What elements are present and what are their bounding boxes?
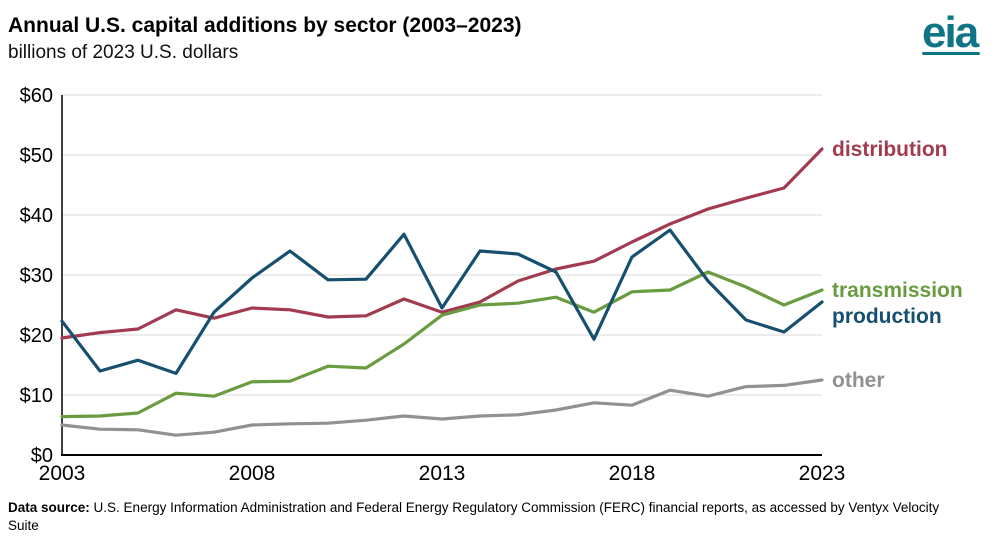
series-line-production [60,228,824,375]
x-tick-label: 2018 [609,462,656,485]
line-chart: $0 $10 $20 $30 $40 $50 $60 2003 2008 2013 2018 2023… [0,82,1000,486]
chart-header: Annual U.S. capital additions by sector … [8,14,522,64]
chart-title: Annual U.S. capital additions by sector … [8,14,522,37]
y-tick-label: $50 [20,145,53,167]
series-line-other [60,378,824,437]
x-tick-label: 2003 [39,462,86,485]
series-label-production: production [832,305,942,328]
x-tick-label: 2023 [799,462,846,485]
chart-subtitle: billions of 2023 U.S. dollars [8,42,239,64]
y-tick-label: $40 [20,205,53,227]
data-source: Data source: U.S. Energy Information Adm… [8,499,970,535]
series-line-distribution [60,147,824,340]
data-source-label: Data source: [8,500,90,515]
data-source-text: U.S. Energy Information Administration a… [8,500,940,534]
y-tick-label: $60 [20,85,53,107]
y-tick-label: $10 [20,385,53,407]
y-tick-label: $30 [20,265,53,287]
y-tick-label: $0 [31,445,53,467]
x-tick-label: 2008 [229,462,276,485]
series-line-transmission [60,270,824,419]
series-label-distribution: distribution [832,138,947,161]
eia-logo: eia [922,8,980,57]
series-label-transmission: transmission [832,279,963,302]
line-chart-svg: $0 $10 $20 $30 $40 $50 $60 2003 2008 2013 2018 2023… [20,85,963,485]
series-label-other: other [832,369,885,392]
y-tick-label: $20 [20,325,53,347]
x-tick-label: 2013 [419,462,466,485]
